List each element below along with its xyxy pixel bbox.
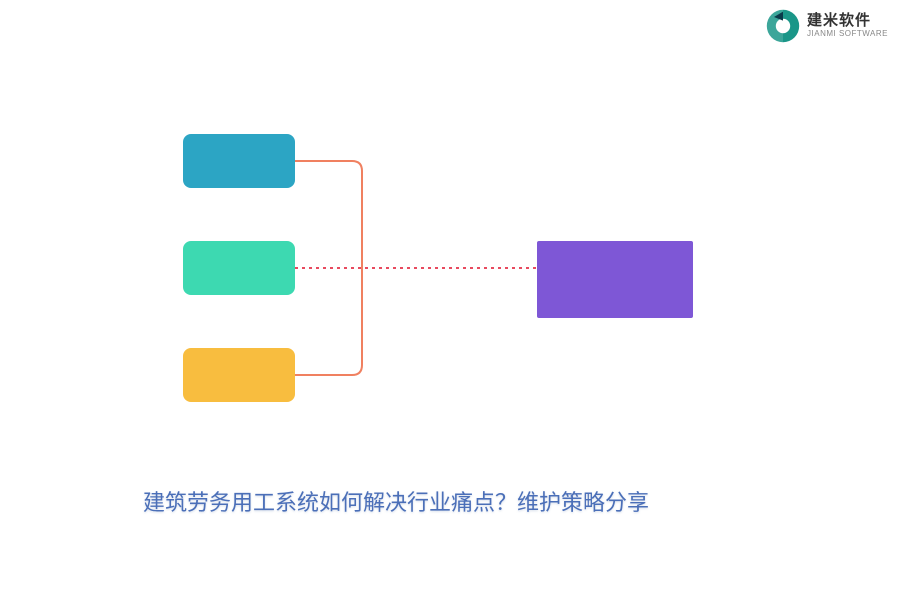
diagram-node-n2 — [183, 241, 295, 295]
diagram-node-n3 — [183, 348, 295, 402]
logo-text-en: JIANMI SOFTWARE — [807, 30, 888, 39]
caption-text: 建筑劳务用工系统如何解决行业痛点？维护策略分享 — [143, 485, 649, 517]
diagram-node-target — [537, 241, 693, 318]
logo-icon — [765, 8, 801, 44]
diagram-node-n1 — [183, 134, 295, 188]
brand-logo: 建米软件 JIANMI SOFTWARE — [765, 8, 888, 44]
logo-text-zh: 建米软件 — [807, 13, 888, 30]
logo-text: 建米软件 JIANMI SOFTWARE — [807, 13, 888, 38]
bracket-connector — [295, 161, 362, 375]
